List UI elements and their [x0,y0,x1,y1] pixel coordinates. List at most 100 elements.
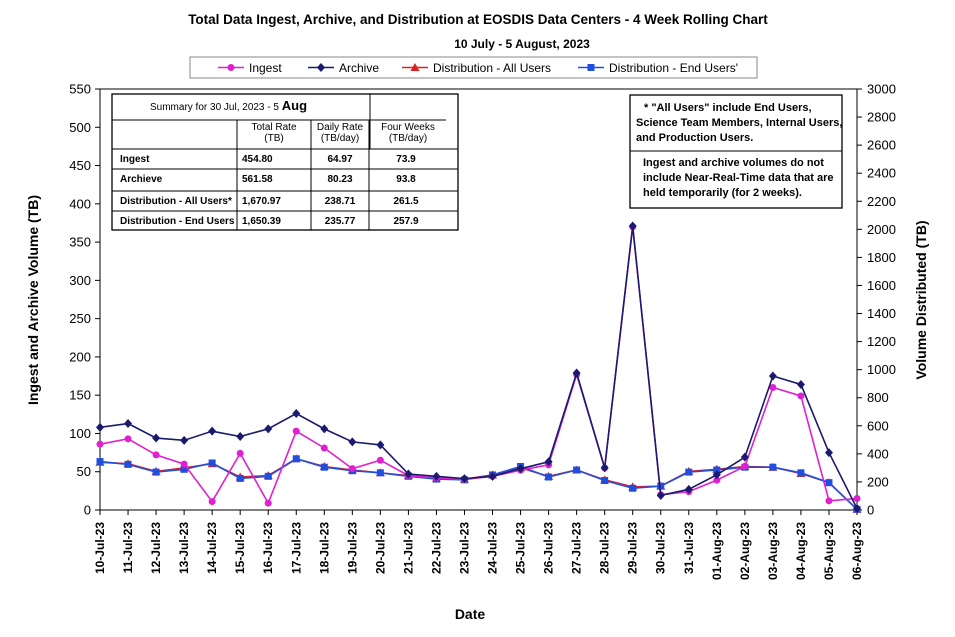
data-point [317,63,325,72]
summary-table: Summary for 30 Jul, 2023 - 5 Aug Total Ra… [111,93,459,231]
x-tick-label: 21-Jul-23 [401,522,415,574]
note-line: include Near-Real-Time data that are [643,172,834,184]
y-right-tick-label: 2000 [867,222,896,237]
y-left-tick-label: 350 [69,235,91,250]
summary-total-rate: 454.80 [242,154,273,165]
data-point [712,470,721,480]
x-tick-label: 02-Aug-23 [738,522,752,580]
x-tick-label: 28-Jul-23 [598,522,612,574]
x-tick-label: 22-Jul-23 [429,522,443,574]
y-left-tick-label: 500 [69,120,91,135]
summary-row-label: Distribution - All Users* [120,196,232,207]
summary-daily-rate: 235.77 [325,216,356,227]
y-right-tick-label: 600 [867,418,889,433]
y-right-tick-label: 1200 [867,334,896,349]
data-point [348,437,357,447]
data-point [824,448,833,458]
y-axis-left-label: Ingest and Archive Volume (TB) [25,195,41,405]
x-tick-label: 10-Jul-23 [93,522,107,574]
summary-row-label: Archieve [120,174,163,185]
legend-label: Distribution - End Users' [609,61,738,75]
data-point [853,495,861,503]
y-left-tick-label: 550 [69,82,91,97]
y-right-tick-label: 1800 [867,250,896,265]
summary-four-weeks: 73.9 [396,154,416,165]
note-line: held temporarily (for 2 weeks). [643,187,802,199]
y-right-tick-label: 2200 [867,194,896,209]
data-point [96,458,104,466]
data-point [404,469,413,479]
summary-col-header: (TB/day) [389,133,427,144]
x-tick-label: 04-Aug-23 [794,522,808,580]
data-point [825,497,833,505]
y-left-tick-label: 50 [77,464,91,479]
y-right-tick-label: 1000 [867,362,896,377]
summary-col-header: (TB) [264,133,283,144]
data-point [376,456,384,464]
y-right-tick-label: 0 [867,503,874,518]
x-tick-label: 13-Jul-23 [177,522,191,574]
data-point [96,440,104,448]
x-tick-label: 20-Jul-23 [373,522,387,574]
summary-row-label: Distribution - End Users [120,216,235,227]
y-right-tick-label: 2400 [867,166,896,181]
note-line: Ingest and archive volumes do not [643,157,824,169]
summary-four-weeks: 257.9 [393,216,418,227]
summary-four-weeks: 93.8 [396,174,416,185]
data-point [292,455,300,463]
y-axis-right-label: Volume Distributed (TB) [913,220,929,379]
summary-heading: Summary for 30 Jul, 2023 - 5 Aug [150,98,307,113]
summary-heading-emph: Aug [282,98,307,113]
data-point [264,424,273,434]
legend-label: Distribution - All Users [433,61,551,75]
data-point [264,472,272,480]
data-point [768,371,777,381]
data-point [797,469,805,477]
legend: Ingest Archive Distribution - All Users Dis… [189,56,758,79]
y-right-tick-label: 800 [867,390,889,405]
y-right-tick-label: 200 [867,474,889,489]
y-right-tick-label: 1400 [867,306,896,321]
x-tick-label: 31-Jul-23 [682,522,696,574]
data-point [432,471,441,481]
y-right-tick-label: 1600 [867,278,896,293]
data-point [769,384,777,392]
data-point [152,451,160,459]
data-point [573,466,581,474]
axes: 0 50 100 150 200 250 300 350 400 450 500 550 0 200 400… [69,82,896,581]
data-point [208,426,217,436]
x-tick-label: 06-Aug-23 [850,522,864,580]
x-tick-label: 24-Jul-23 [486,522,500,574]
data-point [236,432,245,442]
data-point [124,419,133,429]
legend-label: Ingest [249,61,282,75]
data-point [320,444,328,452]
data-point [853,503,861,513]
x-tick-label: 05-Aug-23 [822,522,836,580]
note-line: * "All Users" include End Users, [644,102,812,114]
summary-daily-rate: 238.71 [325,196,356,207]
data-point [629,484,637,492]
data-point [152,433,161,443]
x-tick-label: 14-Jul-23 [205,522,219,574]
summary-four-weeks: 261.5 [393,196,418,207]
data-point [600,463,609,473]
data-point [348,465,356,473]
data-point [488,471,497,481]
x-tick-label: 16-Jul-23 [261,522,275,574]
data-point [740,452,749,462]
x-tick-label: 01-Aug-23 [710,522,724,580]
data-point [545,473,553,481]
summary-col-header: Total Rate [251,122,296,133]
legend-frame [189,56,758,79]
series-archive [96,221,861,513]
y-left-tick-label: 450 [69,158,91,173]
data-point [376,469,384,477]
data-point [152,468,160,476]
data-point [601,477,609,485]
data-point [264,499,272,507]
data-point [516,464,525,474]
series-line [99,225,858,509]
data-point [713,476,721,484]
